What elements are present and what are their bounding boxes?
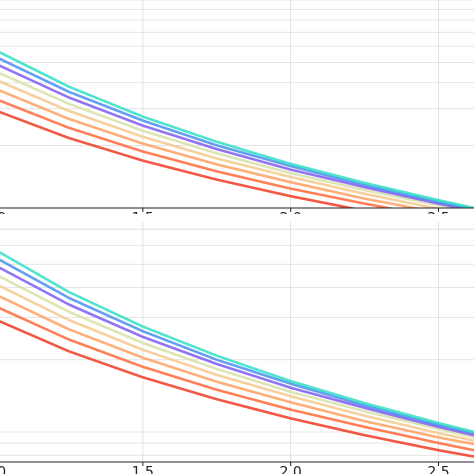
series-line bbox=[0, 71, 459, 208]
series-line bbox=[0, 320, 474, 458]
plot-area bbox=[0, 222, 474, 462]
panel-background bbox=[0, 0, 474, 208]
series-line bbox=[0, 284, 474, 442]
series-line bbox=[0, 251, 474, 434]
panel: 1.01.52.02.5 bbox=[0, 0, 474, 227]
series-line bbox=[0, 258, 474, 435]
x-tick-label: 1.5 bbox=[132, 465, 154, 474]
series-line bbox=[0, 266, 474, 437]
x-tick-label: 1.0 bbox=[0, 465, 6, 474]
panel: 1.0 1.5 2.0 2.5 bbox=[0, 214, 474, 474]
panel-background bbox=[0, 214, 474, 462]
series-line bbox=[0, 89, 422, 208]
series-line bbox=[0, 306, 474, 452]
series-line bbox=[0, 51, 474, 208]
series-line bbox=[0, 295, 474, 446]
series-line bbox=[0, 99, 396, 208]
series-line bbox=[0, 64, 467, 208]
plot-area bbox=[0, 0, 474, 208]
series-line bbox=[0, 57, 474, 208]
series-line bbox=[0, 275, 474, 439]
x-tick-label: 2.0 bbox=[280, 465, 302, 474]
x-tick-label: 2.5 bbox=[427, 465, 449, 474]
series-line bbox=[0, 80, 441, 208]
series-line bbox=[0, 110, 358, 208]
